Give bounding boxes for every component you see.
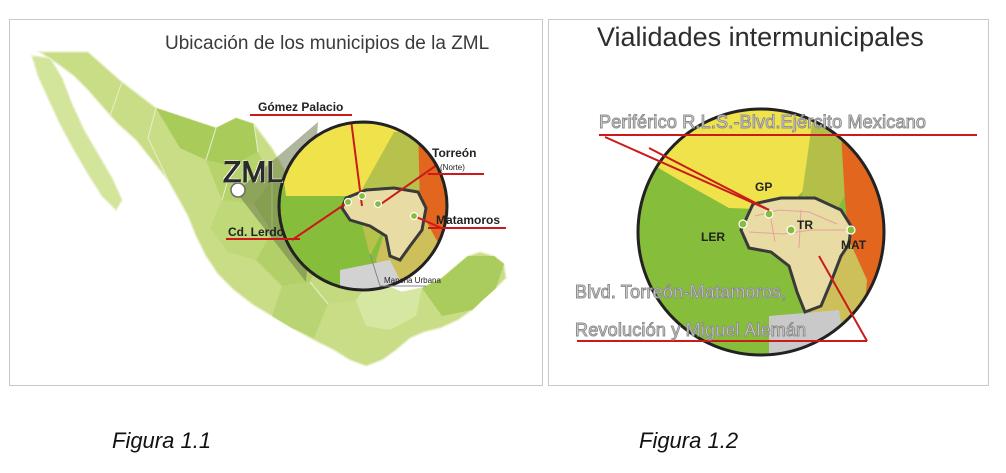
- label-matamoros: Matamoros: [436, 213, 501, 227]
- label-cd-lerdo: Cd. Lerdo: [228, 225, 284, 239]
- label-mancha-urbana: Mancha Urbana: [384, 276, 441, 285]
- label-gp: GP: [755, 180, 773, 194]
- figure-2-caption: Figura 1.2: [639, 428, 739, 453]
- roads-map: [577, 107, 977, 357]
- figure-1-title: Ubicación de los municipios de la ZML: [165, 33, 490, 54]
- baja-california: [30, 55, 123, 212]
- zml-badge: ZML: [223, 156, 284, 190]
- mexico-map: [30, 51, 507, 367]
- label-mat: MAT: [841, 238, 867, 252]
- figure-2-title: Vialidades intermunicipales: [597, 22, 924, 52]
- leader-lines: [226, 114, 506, 240]
- road-leader-lines: [577, 134, 977, 342]
- road-label-blvd-line1: Blvd. Torreón-Matamoros,: [575, 282, 787, 303]
- figure-2-panel: Vialidades intermunicipales Periférico R…: [548, 19, 989, 386]
- label-torreon: Torreón: [432, 146, 477, 160]
- zml-marker: [230, 182, 246, 198]
- figure-1-panel: Ubicación de los municipios de la ZML ZM…: [9, 19, 543, 386]
- label-ler: LER: [701, 230, 725, 244]
- label-tr: TR: [797, 218, 813, 232]
- label-torreon-norte: (Norte): [440, 163, 465, 172]
- road-label-periferico: Periférico R.L.S.-Blvd.Ejército Mexicano: [598, 112, 927, 133]
- zoom-circle-2: [638, 109, 884, 355]
- figure-1-caption: Figura 1.1: [112, 428, 212, 453]
- label-gomez-palacio: Gómez Palacio: [258, 100, 344, 114]
- road-label-blvd-line2: Revolución y Miguel Alemán: [574, 320, 807, 341]
